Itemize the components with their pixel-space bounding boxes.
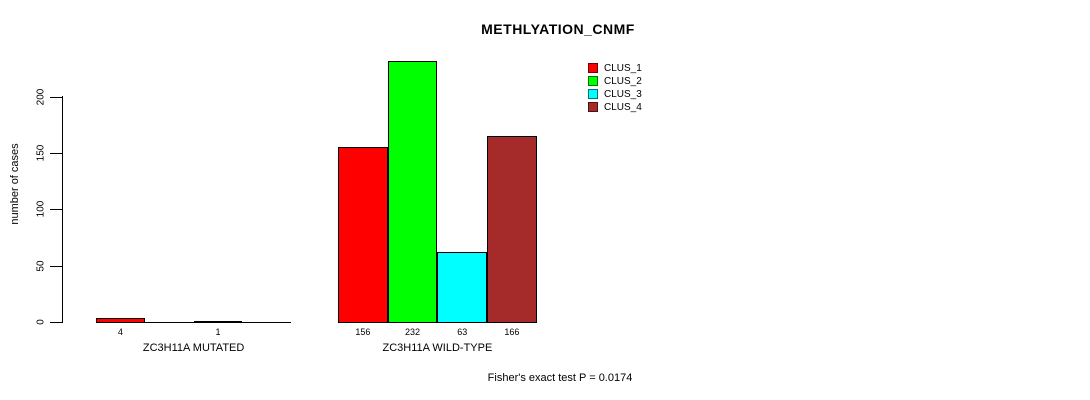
bar-value-label: 63 [457,327,468,337]
x-axis-group-label: ZC3H11A WILD-TYPE [382,342,493,354]
legend-swatch [588,89,598,99]
y-axis-title: number of cases [9,143,21,225]
x-axis-group-label: ZC3H11A MUTATED [142,342,245,354]
bar [193,321,243,323]
bar-value-label: 156 [355,327,371,337]
y-axis-tick-label: 150 [35,144,47,162]
y-axis-tick [50,322,62,323]
footnote: Fisher's exact test P = 0.0174 [487,372,633,384]
bar [338,147,388,323]
legend-label: CLUS_1 [604,63,642,74]
chart-title: METHLYATION_CNMF [481,21,635,37]
bar [437,252,488,323]
y-axis-tick [50,96,62,98]
y-axis-tick-label: 50 [35,260,47,272]
y-axis-tick [50,209,62,211]
legend-label: CLUS_4 [604,102,642,113]
y-axis-tick-label: 200 [35,88,47,105]
legend-label: CLUS_2 [604,76,642,87]
legend-swatch [588,102,598,112]
bar-value-label: 1 [215,327,221,337]
bar-value-label: 4 [117,327,123,337]
y-axis-line [62,96,63,323]
bar [387,61,438,323]
legend-swatch [588,63,598,73]
legend-label: CLUS_3 [604,89,642,100]
y-axis-tick-label: 100 [35,200,47,218]
y-axis-tick [50,152,62,154]
legend-swatch [588,76,598,86]
bar-value-label: 232 [405,327,421,337]
bar [487,136,537,323]
bar-value-label: 166 [504,327,520,337]
bar [96,318,145,323]
y-axis-tick-label: 0 [35,319,47,325]
y-axis-tick [50,265,62,267]
